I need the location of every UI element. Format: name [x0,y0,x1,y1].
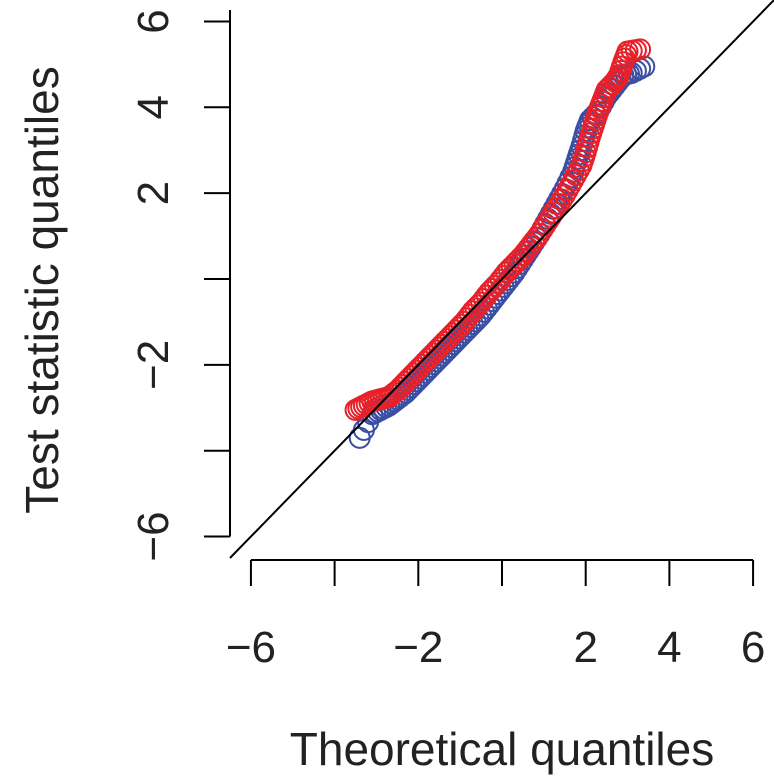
y-axis-ticks: −6 −2 2 4 6 [129,9,230,562]
x-axis-ticks: −6 −2 2 4 6 [226,560,765,672]
data-point [603,70,626,93]
data-point [500,255,523,278]
x-axis-title: Theoretical quantiles [290,723,714,775]
data-point [629,38,652,61]
data-point [461,300,484,323]
y-tick-label: 2 [129,181,178,205]
data-point [414,350,437,373]
data-point [391,373,414,396]
data-point [408,356,431,379]
data-point [400,365,423,388]
data-point [442,322,465,345]
x-tick-label: 2 [573,623,597,672]
data-point [428,336,451,359]
data-point [403,362,426,385]
y-tick-label: 6 [129,9,178,33]
data-point [417,348,440,371]
y-tick-label: −6 [129,511,178,561]
data-point [478,280,501,303]
x-tick-label: 4 [657,623,681,672]
x-tick-label: −2 [393,623,443,672]
data-point [425,339,448,362]
reference-line [229,0,774,559]
plot-area [229,0,774,559]
data-point [405,359,428,382]
data-point [436,328,459,351]
data-point [394,371,417,394]
y-tick-label: −2 [129,340,178,390]
data-point [497,258,520,281]
y-tick-label: 4 [129,95,178,119]
data-point [495,261,518,284]
data-point [411,353,434,376]
y-axis-title: Test statistic quantiles [16,66,68,513]
data-point [444,319,467,342]
data-point [419,345,442,368]
data-point [422,342,445,365]
data-point [439,325,462,348]
data-point [397,368,420,391]
x-tick-label: −6 [226,623,276,672]
data-point [431,333,454,356]
data-point [503,252,526,275]
data-point [386,379,409,402]
data-point [433,330,456,353]
x-tick-label: 6 [741,623,765,672]
data-point [389,376,412,399]
data-point [523,230,546,253]
